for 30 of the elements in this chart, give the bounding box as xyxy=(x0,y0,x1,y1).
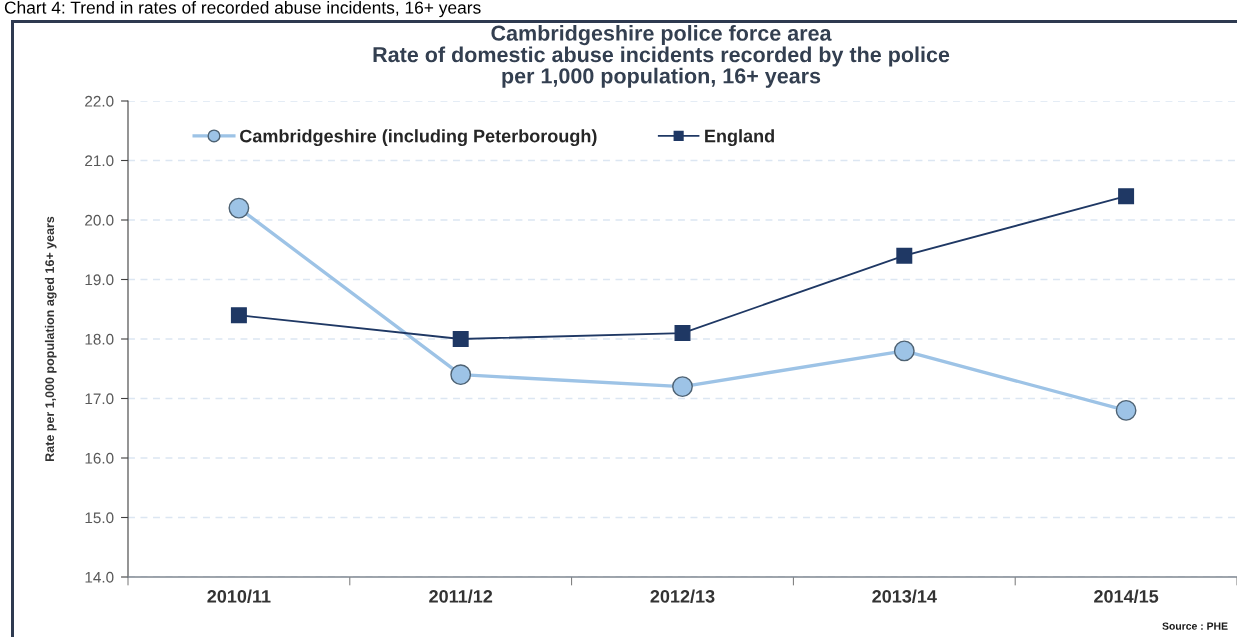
x-tick-label: 2010/11 xyxy=(207,589,271,603)
y-tick-label: 15.0 xyxy=(85,512,114,524)
point xyxy=(674,325,691,342)
y-tick-label: 19.0 xyxy=(85,274,114,286)
point xyxy=(228,197,250,219)
y-tick-label: 22.0 xyxy=(85,95,114,107)
legend-label: England xyxy=(705,129,774,147)
y-tick-label: 14.0 xyxy=(85,571,114,583)
y-tick-label: 16.0 xyxy=(85,452,114,464)
point xyxy=(896,247,913,264)
x-tick-label: 2013/14 xyxy=(872,589,937,603)
y-tick-label: 17.0 xyxy=(85,393,114,405)
point xyxy=(452,331,469,347)
caption: Chart 4: Trend in rates of recorded abuse incidents, 16+ years xyxy=(4,1,481,18)
x-tick-label: 2012/13 xyxy=(650,589,715,603)
source-note: Source : PHE xyxy=(1162,622,1228,630)
y-tick-label: 18.0 xyxy=(85,333,114,345)
y-axis-title: Rate per 1,000 population aged 16+ years xyxy=(44,216,57,461)
point xyxy=(672,376,693,398)
y-tick-label: 21.0 xyxy=(85,155,114,167)
point xyxy=(230,307,247,324)
point xyxy=(1115,399,1137,421)
legend-label: Cambridgeshire (including Peterborough) xyxy=(240,129,597,147)
x-tick-label: 2014/15 xyxy=(1094,589,1159,603)
chart-title: Cambridgeshire police force area Rate of domestic abuse incidents recorded by the police per 1,000 population, 16+ years xyxy=(373,25,950,88)
point xyxy=(450,364,472,386)
x-tick-label: 2011/12 xyxy=(429,589,493,603)
point xyxy=(1118,188,1135,205)
point xyxy=(893,340,915,362)
y-tick-label: 20.0 xyxy=(85,214,114,226)
